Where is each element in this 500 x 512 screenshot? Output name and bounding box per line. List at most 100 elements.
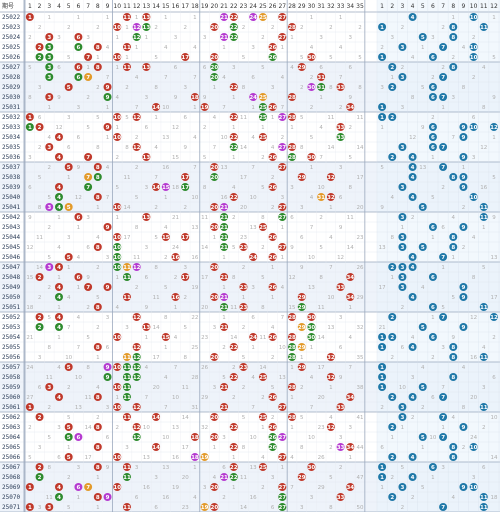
- miss-count: 8: [329, 85, 333, 91]
- miss-count: 6: [67, 145, 71, 151]
- miss-count: 5: [67, 415, 71, 421]
- front-ball: 21: [220, 233, 229, 241]
- issue-number: 25047: [2, 264, 20, 271]
- back-ball: 1: [378, 473, 387, 481]
- back-ball: 2: [388, 423, 397, 431]
- miss-count: 4: [174, 335, 178, 341]
- front-ball: 28: [288, 313, 297, 321]
- miss-count: 14: [240, 505, 247, 511]
- svg-text:14: 14: [152, 185, 160, 191]
- svg-text:11: 11: [123, 355, 131, 361]
- svg-text:30: 30: [308, 315, 316, 321]
- front-ball: 16: [171, 293, 180, 301]
- issue-number: 25061: [2, 404, 20, 411]
- miss-count: 10: [490, 415, 497, 421]
- miss-count: 3: [77, 105, 81, 111]
- miss-count: 16: [162, 495, 169, 501]
- miss-count: 2: [96, 25, 100, 31]
- svg-text:9: 9: [462, 295, 466, 301]
- front-ball: 13: [142, 63, 151, 71]
- svg-text:10: 10: [113, 265, 121, 271]
- svg-text:3: 3: [401, 235, 405, 241]
- front-ball: 4: [54, 323, 63, 331]
- svg-text:6: 6: [431, 125, 435, 131]
- svg-text:6: 6: [76, 275, 80, 281]
- miss-count: 8: [472, 275, 476, 281]
- svg-text:21: 21: [220, 305, 228, 311]
- svg-text:6: 6: [76, 65, 80, 71]
- svg-text:14: 14: [152, 445, 160, 451]
- svg-text:34: 34: [346, 485, 354, 491]
- back-ball: 8: [449, 453, 458, 461]
- miss-count: 5: [242, 355, 246, 361]
- miss-count: 17: [379, 285, 386, 291]
- svg-text:4: 4: [57, 185, 61, 191]
- miss-count: 4: [193, 135, 197, 141]
- back-ball: 2: [388, 313, 397, 321]
- miss-count: 29: [201, 395, 208, 401]
- miss-count: 13: [379, 245, 386, 251]
- miss-count: 2: [431, 355, 435, 361]
- miss-count: 3: [145, 245, 149, 251]
- front-ball: 6: [74, 483, 83, 491]
- miss-count: 10: [65, 355, 72, 361]
- svg-text:32: 32: [327, 175, 335, 181]
- miss-count: 8: [203, 185, 207, 191]
- miss-count: 17: [356, 175, 363, 181]
- front-ball: 4: [54, 393, 63, 401]
- svg-text:8: 8: [451, 345, 455, 351]
- svg-text:11: 11: [123, 295, 131, 301]
- miss-count: 4: [193, 45, 197, 51]
- front-ball: 10: [113, 333, 122, 341]
- miss-count: 3: [86, 35, 90, 41]
- miss-count: 4: [421, 285, 425, 291]
- front-ball: 11: [122, 373, 131, 381]
- front-ball: 10: [113, 233, 122, 241]
- front-ball: 20: [210, 293, 219, 301]
- svg-text:26: 26: [269, 155, 277, 161]
- front-ball: 15: [161, 183, 170, 191]
- miss-count: 4: [271, 325, 275, 331]
- miss-count: 4: [411, 335, 415, 341]
- svg-text:27: 27: [278, 35, 286, 41]
- back-ball: 3: [398, 43, 407, 51]
- svg-text:9: 9: [106, 85, 110, 91]
- miss-count: 12: [75, 195, 82, 201]
- svg-text:13: 13: [143, 65, 151, 71]
- svg-text:27: 27: [278, 205, 286, 211]
- front-ball: 2: [35, 323, 44, 331]
- front-ball: 5: [64, 423, 73, 431]
- front-ball: 9: [103, 493, 112, 501]
- miss-count: 7: [154, 175, 158, 181]
- issue-number: 25037: [2, 164, 20, 171]
- svg-text:18: 18: [191, 435, 199, 441]
- svg-text:11: 11: [123, 465, 131, 471]
- miss-count: 5: [482, 265, 486, 271]
- front-ball: 27: [278, 143, 287, 151]
- miss-count: 2: [391, 355, 395, 361]
- front-ball: 27: [278, 433, 287, 441]
- svg-text:10: 10: [113, 405, 121, 411]
- svg-text:9: 9: [462, 425, 466, 431]
- svg-text:23: 23: [240, 245, 248, 251]
- svg-text:26: 26: [269, 335, 277, 341]
- svg-text:26: 26: [269, 425, 277, 431]
- front-ball: 6: [74, 33, 83, 41]
- svg-text:2: 2: [390, 455, 394, 461]
- miss-count: 1: [213, 445, 217, 451]
- front-ball: 11: [122, 463, 131, 471]
- back-ball: 6: [428, 133, 437, 141]
- miss-count: 2: [96, 325, 100, 331]
- miss-count: 2: [154, 25, 158, 31]
- miss-count: 1: [441, 105, 445, 111]
- miss-count: 4: [48, 135, 52, 141]
- svg-text:25: 25: [259, 225, 267, 231]
- back-ball: 4: [408, 153, 417, 161]
- miss-count: 6: [106, 345, 110, 351]
- miss-count: 8: [391, 235, 395, 241]
- svg-text:22: 22: [230, 195, 238, 201]
- front-column-header: 13: [143, 3, 151, 10]
- svg-text:11: 11: [123, 475, 131, 481]
- front-ball: 18: [190, 93, 199, 101]
- miss-count: 4: [222, 75, 226, 81]
